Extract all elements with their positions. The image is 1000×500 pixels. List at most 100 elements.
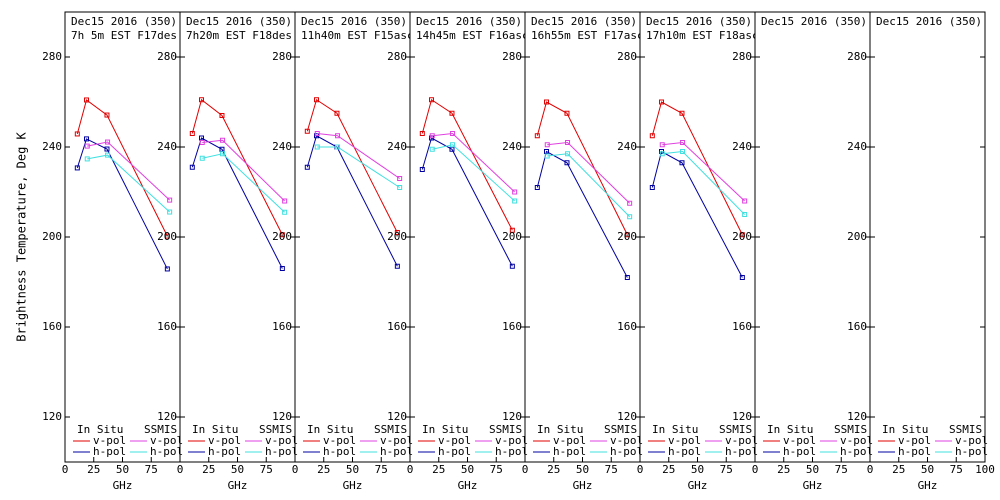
data-point: [624, 232, 630, 238]
legend-title: In Situ: [767, 423, 813, 436]
series-line: [202, 153, 285, 213]
y-tick-label: 120: [157, 410, 177, 423]
y-tick-label: 280: [42, 50, 62, 63]
x-tick-label: 75: [720, 463, 733, 476]
x-axis-label: GHz: [113, 479, 133, 492]
legend-label: v-pol: [150, 434, 183, 447]
panel-title: Dec15 2016 (350): [416, 15, 522, 28]
data-point: [564, 160, 570, 166]
series-line: [76, 99, 168, 237]
y-tick-label: 160: [502, 320, 522, 333]
legend-label: v-pol: [495, 434, 528, 447]
legend-title: SSMIS: [719, 423, 752, 436]
x-tick-label: 50: [576, 463, 589, 476]
x-axis-label: GHz: [228, 479, 248, 492]
data-point: [534, 133, 540, 139]
data-point: [680, 140, 686, 145]
y-tick-label: 120: [502, 410, 522, 423]
panel-title: Dec15 2016 (350): [186, 15, 292, 28]
data-point: [314, 97, 320, 103]
series-line: [317, 133, 400, 179]
data-point: [659, 151, 665, 157]
data-point: [74, 165, 80, 171]
panel-title: Dec15 2016 (350): [876, 15, 982, 28]
series-line: [306, 135, 398, 267]
data-point: [335, 133, 341, 139]
legend-label: h-pol: [150, 445, 183, 458]
series-line: [87, 141, 170, 201]
y-tick-label: 160: [42, 320, 62, 333]
legend-title: In Situ: [882, 423, 928, 436]
y-tick-label: 160: [157, 320, 177, 333]
legend-label: h-pol: [438, 445, 471, 458]
series-line: [536, 150, 628, 278]
data-point: [739, 275, 745, 280]
y-tick-label: 240: [732, 140, 752, 153]
data-point: [509, 263, 515, 269]
panel-subtitle: 7h20m EST F18des: [186, 29, 292, 42]
y-tick-label: 280: [272, 50, 292, 63]
panel-subtitle: 17h10m EST F18asc: [646, 29, 759, 42]
x-tick-label: 25: [662, 463, 675, 476]
x-tick-label: 75: [835, 463, 848, 476]
data-point: [167, 197, 173, 203]
x-tick-label: 25: [892, 463, 905, 476]
legend-title: In Situ: [652, 423, 698, 436]
legend-label: v-pol: [323, 434, 356, 447]
legend-title: In Situ: [422, 423, 468, 436]
x-tick-label: 0: [867, 463, 874, 476]
legend-label: v-pol: [93, 434, 126, 447]
legend-label: v-pol: [208, 434, 241, 447]
y-tick-label: 280: [387, 50, 407, 63]
data-point: [659, 142, 665, 148]
y-tick-label: 120: [387, 410, 407, 423]
x-tick-label: 25: [547, 463, 560, 476]
series-line: [651, 150, 743, 278]
y-tick-label: 120: [617, 410, 637, 423]
y-tick-label: 200: [617, 230, 637, 243]
y-tick-label: 200: [157, 230, 177, 243]
panel-title: Dec15 2016 (350): [761, 15, 867, 28]
data-point: [509, 227, 515, 233]
legend-title: In Situ: [77, 423, 123, 436]
data-point: [282, 198, 288, 204]
x-tick-label: 0: [292, 463, 299, 476]
series-line: [421, 137, 513, 267]
data-point: [450, 131, 456, 136]
x-tick-label: 50: [346, 463, 359, 476]
data-point: [279, 232, 285, 238]
series-line: [432, 144, 515, 202]
legend-title: In Situ: [192, 423, 238, 436]
y-tick-label: 240: [387, 140, 407, 153]
x-tick-label: 75: [375, 463, 388, 476]
x-tick-label: 50: [806, 463, 819, 476]
data-point: [167, 209, 173, 215]
y-tick-label: 240: [617, 140, 637, 153]
data-point: [679, 160, 685, 166]
x-tick-label: 0: [407, 463, 414, 476]
y-tick-label: 240: [272, 140, 292, 153]
data-point: [84, 143, 90, 149]
legend-title: SSMIS: [489, 423, 522, 436]
legend-title: In Situ: [537, 423, 583, 436]
data-point: [624, 275, 630, 280]
title-group: Dec15 2016 (350)11h40m EST F15asc: [301, 15, 414, 42]
panel-subtitle: 11h40m EST F15asc: [301, 29, 414, 42]
legend-label: h-pol: [380, 445, 413, 458]
x-tick-label: 100: [975, 463, 995, 476]
data-point: [429, 146, 435, 152]
x-axis-label: GHz: [458, 479, 478, 492]
y-tick-label: 280: [502, 50, 522, 63]
data-point: [429, 97, 435, 103]
series-line: [191, 137, 283, 269]
title-group: Dec15 2016 (350)7h 5m EST F17des: [71, 15, 177, 42]
series-line: [651, 101, 743, 235]
data-point: [164, 266, 170, 272]
data-point: [565, 140, 571, 145]
legend-title: SSMIS: [834, 423, 867, 436]
x-tick-label: 25: [202, 463, 215, 476]
x-tick-label: 75: [950, 463, 963, 476]
y-tick-label: 280: [157, 50, 177, 63]
